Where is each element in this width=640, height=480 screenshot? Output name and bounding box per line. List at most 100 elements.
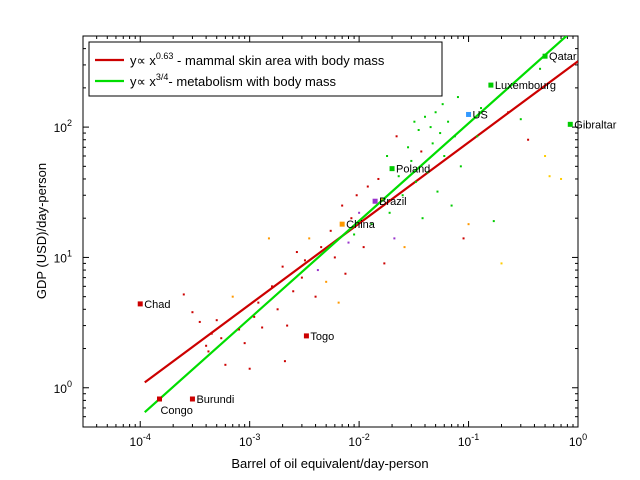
data-point (467, 223, 470, 226)
data-point (182, 293, 185, 296)
data-point (337, 301, 340, 304)
data-point (286, 324, 289, 327)
y-axis-label: GDP (USD)/day-person (34, 163, 49, 299)
data-point (303, 259, 306, 262)
data-point (519, 118, 522, 121)
data-point (459, 165, 462, 168)
data-point (447, 120, 450, 123)
data-point (207, 350, 210, 353)
data-point (420, 150, 423, 153)
data-point (476, 135, 479, 138)
data-point (429, 126, 432, 129)
fit-line (144, 36, 569, 413)
country-label: Qatar (549, 51, 577, 63)
data-point (441, 103, 444, 106)
data-point (434, 111, 437, 114)
scatter-points (182, 67, 563, 370)
y-axis: 100 101 102 (54, 35, 578, 428)
data-point (453, 135, 456, 138)
data-point (220, 337, 223, 340)
fit-line (144, 60, 578, 384)
data-point (353, 233, 356, 236)
data-point (386, 155, 389, 158)
data-point (283, 360, 286, 363)
data-point (231, 295, 234, 298)
data-point (500, 262, 503, 265)
data-point (431, 142, 434, 145)
country-marker (389, 166, 395, 172)
data-point (248, 367, 251, 370)
data-point (271, 285, 274, 288)
country-label: US (473, 109, 488, 121)
data-point (325, 280, 328, 283)
data-point (210, 332, 213, 335)
data-point (276, 308, 279, 311)
data-point (191, 311, 194, 314)
data-point (450, 204, 453, 207)
data-point (292, 290, 295, 293)
country-label: Brazil (379, 196, 407, 208)
country-marker (488, 82, 494, 88)
data-point (205, 344, 208, 347)
data-point (383, 262, 386, 265)
country-marker (189, 396, 195, 402)
data-point (462, 237, 465, 240)
data-point (329, 229, 332, 232)
y-tick-label: 101 (54, 248, 72, 265)
data-point (507, 111, 510, 114)
x-tick-label: 100 (569, 432, 587, 449)
data-point (480, 107, 483, 110)
x-axis-label: Barrel of oil equivalent/day-person (231, 456, 428, 471)
data-point (267, 237, 270, 240)
country-marker (339, 221, 345, 227)
data-point (257, 301, 260, 304)
data-point (316, 269, 319, 272)
data-point (261, 326, 264, 329)
data-point (414, 180, 417, 183)
legend-entry: y∝ x3/4- metabolism with body mass (130, 72, 337, 89)
data-point (224, 363, 227, 366)
country-label: Gibraltar (574, 119, 617, 131)
data-point (344, 272, 347, 275)
data-point (320, 246, 323, 249)
data-point (198, 320, 201, 323)
data-point (347, 241, 350, 244)
data-point (407, 146, 410, 149)
data-point (393, 237, 396, 240)
x-tick-label: 10-4 (130, 432, 151, 449)
country-marker (567, 121, 573, 127)
data-point (308, 237, 311, 240)
legend-box (88, 41, 443, 97)
data-point (395, 135, 398, 138)
country-label: Chad (144, 299, 170, 311)
country-marker (542, 53, 548, 59)
legend: y∝ x0.63 - mammal skin area with body ma… (88, 41, 443, 97)
y-tick-label: 100 (54, 379, 72, 396)
country-label: China (346, 219, 376, 231)
fit-lines (144, 36, 578, 413)
data-point (243, 342, 246, 345)
data-point (548, 175, 551, 178)
country-marker (303, 333, 309, 339)
data-point (492, 220, 495, 223)
data-point (443, 155, 446, 158)
data-point (544, 155, 547, 158)
data-point (314, 295, 317, 298)
data-point (417, 129, 420, 132)
data-point (341, 204, 344, 207)
country-marker (156, 396, 162, 402)
data-point (253, 315, 256, 318)
country-label: Luxembourg (495, 80, 556, 92)
data-point (355, 194, 358, 197)
data-point (295, 251, 298, 254)
data-point (560, 177, 563, 180)
data-point (527, 138, 530, 141)
legend-entry: y∝ x0.63 - mammal skin area with body ma… (130, 51, 385, 68)
x-tick-label: 10-3 (239, 432, 260, 449)
data-point (350, 217, 353, 220)
country-label: Congo (160, 405, 192, 417)
data-point (358, 211, 361, 214)
data-point (388, 211, 391, 214)
